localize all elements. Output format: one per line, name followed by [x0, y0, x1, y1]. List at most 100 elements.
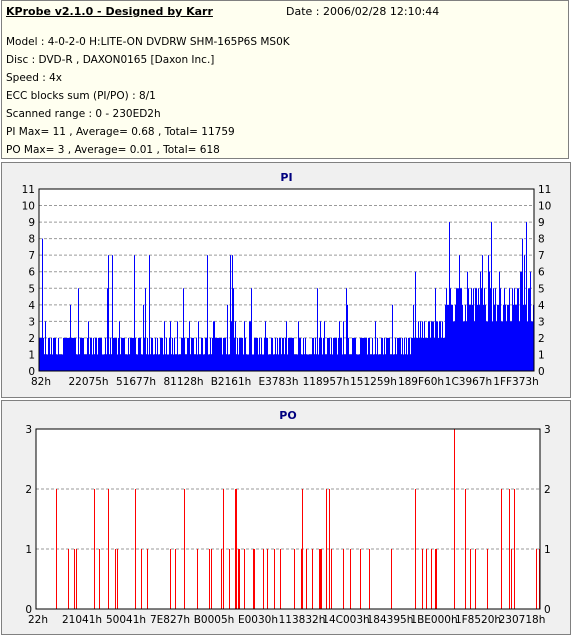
data-bar	[94, 489, 95, 609]
data-bar	[299, 337, 300, 371]
data-bar	[442, 321, 443, 371]
data-bar	[508, 304, 509, 371]
data-bar	[374, 354, 375, 371]
data-bar	[310, 354, 311, 371]
data-bar	[44, 354, 45, 371]
data-bar	[296, 354, 297, 371]
data-bar	[232, 255, 233, 371]
data-bar	[151, 337, 152, 371]
data-bar	[52, 354, 53, 371]
data-bar	[58, 337, 59, 371]
data-bar	[309, 354, 310, 371]
data-bar	[345, 354, 346, 371]
y-tick-label-left: 6	[28, 267, 35, 279]
data-bar	[302, 489, 303, 609]
data-bar	[101, 337, 102, 371]
data-bar	[275, 337, 276, 371]
data-bar	[248, 354, 249, 371]
data-bar	[430, 337, 431, 371]
data-bar	[97, 354, 98, 371]
data-bar	[189, 321, 190, 371]
data-bar	[391, 354, 392, 371]
data-bar	[438, 337, 439, 371]
data-bar	[431, 549, 432, 609]
data-bar	[183, 288, 184, 371]
data-bar	[208, 354, 209, 371]
y-tick-label-right: 11	[538, 184, 551, 196]
data-bar	[264, 337, 265, 371]
data-bar	[172, 337, 173, 371]
data-bar	[137, 354, 138, 371]
data-bar	[90, 337, 91, 371]
data-bar	[468, 288, 469, 371]
data-bar	[205, 337, 206, 371]
y-tick-label-left: 2	[28, 333, 35, 345]
data-bar	[76, 354, 77, 371]
data-bar	[319, 337, 320, 371]
data-bar	[373, 354, 374, 371]
data-bar	[253, 549, 254, 609]
y-tick-label-right: 5	[538, 283, 545, 295]
data-bar	[395, 337, 396, 371]
data-bar	[43, 337, 44, 371]
data-bar	[431, 321, 432, 371]
data-bar	[211, 354, 212, 371]
data-bar	[375, 321, 376, 371]
plot-border	[35, 428, 541, 610]
data-bar	[109, 354, 110, 371]
data-bar	[177, 321, 178, 371]
data-bar	[225, 337, 226, 371]
data-bar	[80, 337, 81, 371]
data-bar	[279, 337, 280, 371]
data-bar	[440, 321, 441, 371]
data-bar	[126, 354, 127, 371]
data-bar	[230, 255, 231, 371]
data-bar	[79, 354, 80, 371]
data-bar	[426, 337, 427, 371]
data-bar	[507, 304, 508, 371]
data-bar	[317, 288, 318, 371]
data-bar	[369, 337, 370, 371]
data-bar	[398, 337, 399, 371]
data-bar	[520, 271, 521, 371]
data-bar	[347, 304, 348, 371]
data-bar	[273, 354, 274, 371]
data-bar	[327, 337, 328, 371]
data-bar	[113, 337, 114, 371]
data-bar	[235, 321, 236, 371]
data-bar	[144, 337, 145, 371]
data-bar	[516, 304, 517, 371]
data-bar	[93, 337, 94, 371]
data-bar	[311, 354, 312, 371]
data-bar	[339, 321, 340, 371]
data-bar	[94, 354, 95, 371]
data-bar	[123, 337, 124, 371]
data-bar	[253, 354, 254, 371]
y-tick-label-left: 8	[28, 234, 35, 246]
data-bar	[323, 337, 324, 371]
y-tick-label-right: 1	[538, 349, 545, 361]
y-tick-label-left: 10	[22, 201, 35, 213]
data-bar	[509, 489, 510, 609]
data-bar	[308, 354, 309, 371]
data-bar	[529, 288, 530, 371]
info-panel: KProbe v2.1.0 - Designed by Karr Date : …	[1, 0, 569, 159]
data-bar	[522, 238, 523, 371]
data-bar	[412, 337, 413, 371]
data-bar	[204, 354, 205, 371]
data-bar	[511, 549, 512, 609]
data-bar	[281, 354, 282, 371]
data-bar	[209, 354, 210, 371]
data-bar	[351, 354, 352, 371]
plot-border	[38, 188, 535, 372]
data-bar	[122, 337, 123, 371]
data-bar	[237, 337, 238, 371]
data-bar	[466, 321, 467, 371]
data-bar	[117, 354, 118, 371]
data-bar	[328, 337, 329, 371]
data-bar	[140, 337, 141, 371]
data-bar	[499, 271, 500, 371]
app-title: KProbe v2.1.0 - Designed by Karr	[6, 5, 213, 18]
data-bar	[437, 321, 438, 371]
disc-line: Disc : DVD-R , DAXON0165 [Daxon Inc.]	[6, 54, 215, 66]
